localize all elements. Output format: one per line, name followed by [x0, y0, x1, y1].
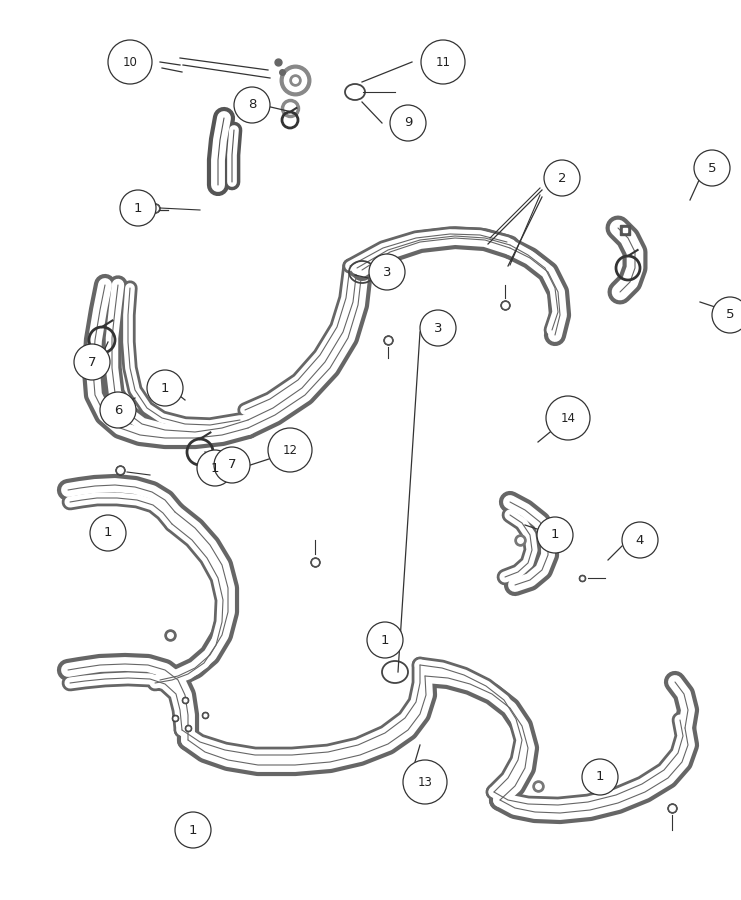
- Text: 14: 14: [560, 411, 576, 425]
- Text: 1: 1: [210, 462, 219, 474]
- Text: 11: 11: [436, 56, 451, 68]
- Text: 1: 1: [133, 202, 142, 214]
- Text: 12: 12: [282, 444, 297, 456]
- Circle shape: [421, 40, 465, 84]
- Circle shape: [712, 297, 741, 333]
- Text: 5: 5: [708, 161, 717, 175]
- Circle shape: [369, 254, 405, 290]
- Text: 8: 8: [247, 98, 256, 112]
- Circle shape: [544, 160, 580, 196]
- Circle shape: [537, 517, 573, 553]
- Circle shape: [546, 396, 590, 440]
- Circle shape: [268, 428, 312, 472]
- Text: 1: 1: [551, 528, 559, 542]
- Text: 7: 7: [87, 356, 96, 368]
- Circle shape: [74, 344, 110, 380]
- Text: 2: 2: [558, 172, 566, 184]
- Circle shape: [120, 190, 156, 226]
- Circle shape: [622, 522, 658, 558]
- Text: 1: 1: [189, 824, 197, 836]
- Circle shape: [214, 447, 250, 483]
- Text: 13: 13: [418, 776, 433, 788]
- Text: 6: 6: [114, 403, 122, 417]
- Text: 1: 1: [596, 770, 604, 784]
- Circle shape: [403, 760, 447, 804]
- Circle shape: [367, 622, 403, 658]
- Text: 4: 4: [636, 534, 644, 546]
- Text: 1: 1: [381, 634, 389, 646]
- Circle shape: [90, 515, 126, 551]
- Text: 3: 3: [383, 266, 391, 278]
- Circle shape: [100, 392, 136, 428]
- Text: 3: 3: [433, 321, 442, 335]
- Circle shape: [108, 40, 152, 84]
- Circle shape: [390, 105, 426, 141]
- Text: 1: 1: [161, 382, 169, 394]
- Text: 7: 7: [227, 458, 236, 472]
- Text: 9: 9: [404, 116, 412, 130]
- Circle shape: [197, 450, 233, 486]
- Text: 10: 10: [122, 56, 137, 68]
- Circle shape: [582, 759, 618, 795]
- Circle shape: [234, 87, 270, 123]
- Text: 1: 1: [104, 526, 112, 539]
- Circle shape: [694, 150, 730, 186]
- Circle shape: [175, 812, 211, 848]
- Circle shape: [147, 370, 183, 406]
- Text: 5: 5: [725, 309, 734, 321]
- Circle shape: [420, 310, 456, 346]
